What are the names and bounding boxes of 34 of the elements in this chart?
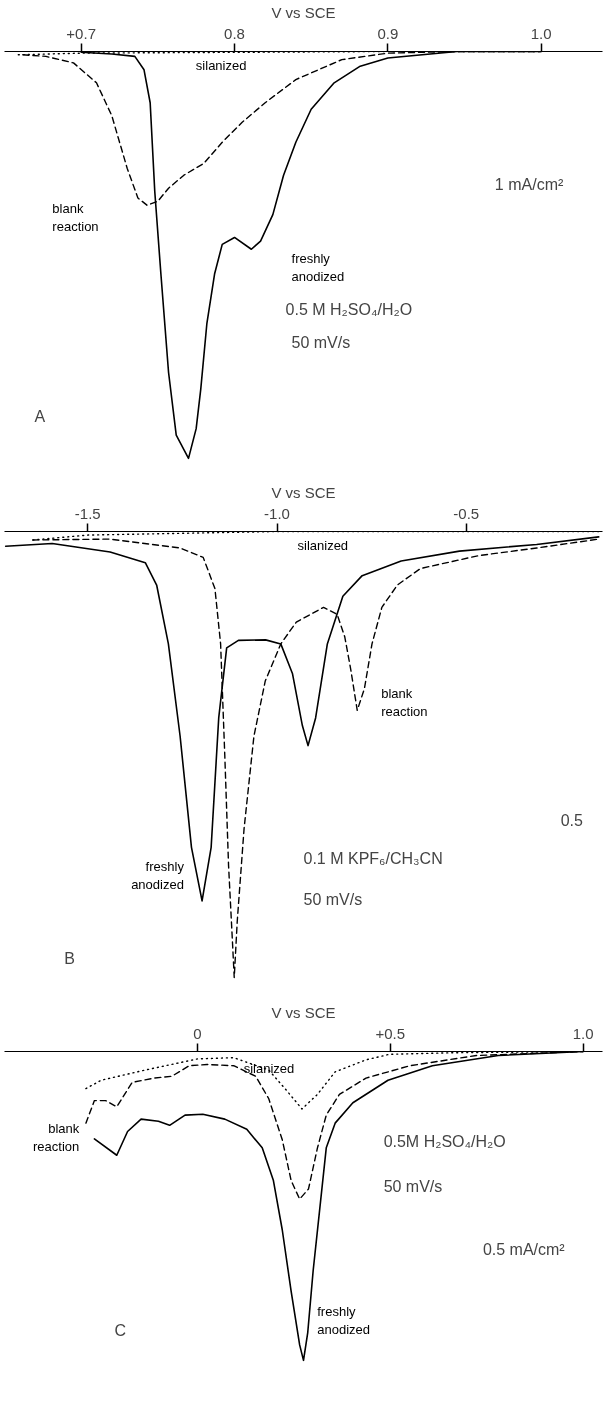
x-axis-title: V vs SCE (271, 483, 336, 501)
annotation: 50 mV/s (303, 890, 363, 908)
series-label: silanized (195, 57, 247, 73)
x-tick-label: 0.9 (377, 24, 399, 42)
x-tick-label: -0.5 (453, 504, 480, 522)
annotation: 0.5 M H₂SO₄/H₂O (285, 300, 413, 318)
x-axis-title: V vs SCE (271, 1003, 336, 1021)
x-axis-title: V vs SCE (271, 3, 336, 21)
annotation: 50 mV/s (383, 1177, 443, 1195)
annotation: A (34, 408, 46, 426)
annotation: 0.5 (560, 811, 583, 829)
series-label: silanized (243, 1060, 295, 1076)
annotation: B (64, 950, 75, 968)
x-tick-label: 0 (193, 1024, 202, 1042)
x-tick-label: +0.5 (375, 1024, 406, 1042)
series-label: freshly anodized (317, 1303, 371, 1337)
text: freshly anodized (291, 250, 345, 284)
annotation: 0.5M H₂SO₄/H₂O (383, 1133, 506, 1151)
text: blank reaction (52, 200, 99, 234)
x-tick-label: 1.0 (530, 24, 552, 42)
x-tick-label: +0.7 (66, 24, 96, 42)
annotation: 0.1 M KPF₆/CH₃CN (303, 850, 443, 867)
annotation: 1 mA/cm² (494, 176, 564, 193)
x-tick-label: -1.5 (74, 504, 101, 522)
series-label: silanized (297, 538, 349, 554)
annotation: 50 mV/s (291, 333, 351, 351)
series-label: blank reaction (381, 686, 428, 720)
x-tick-label: 1.0 (572, 1024, 594, 1042)
x-tick-label: 0.8 (224, 24, 245, 42)
x-tick-label: -1.0 (264, 504, 290, 522)
series-label: freshly anodized (131, 859, 185, 893)
annotation: 0.5 mA/cm² (482, 1240, 566, 1258)
series-label: blank reaction (33, 1120, 80, 1154)
annotation: C (114, 1322, 127, 1340)
